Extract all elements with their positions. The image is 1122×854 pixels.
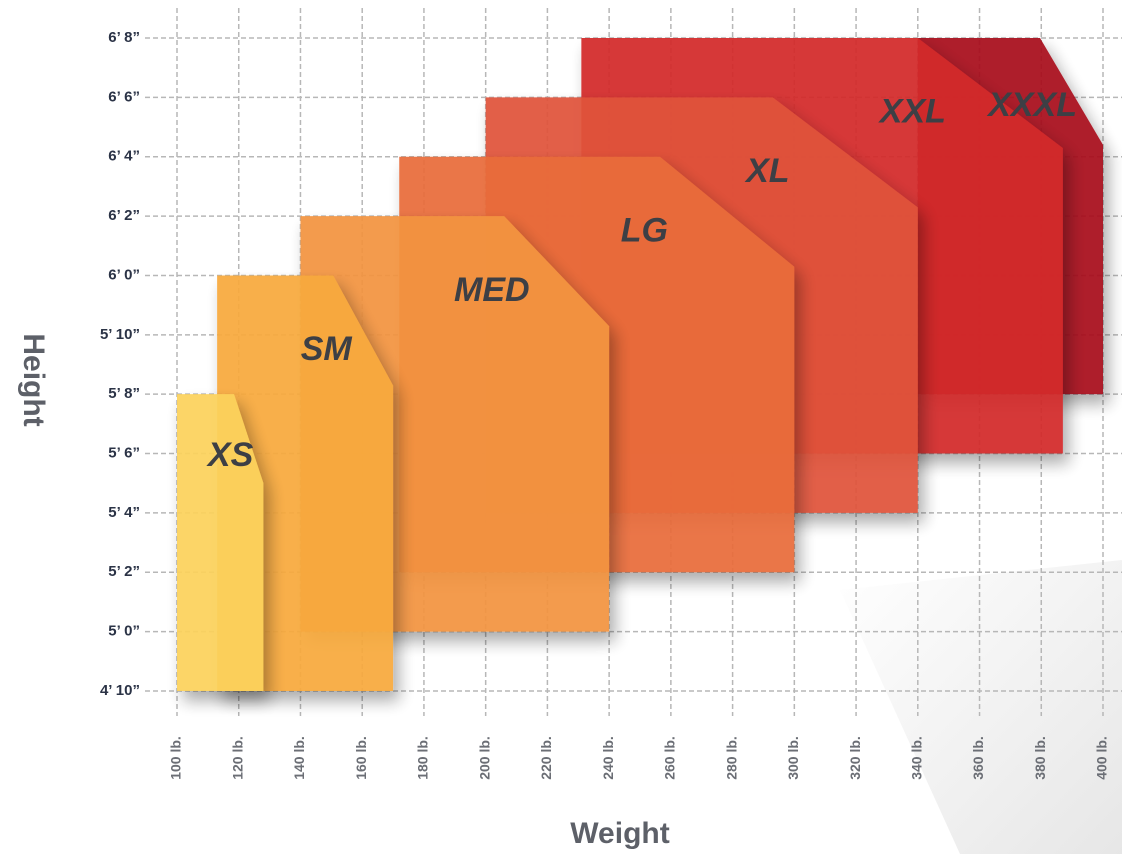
y-tick-label: 4’ 10” (100, 682, 140, 699)
background-shade (840, 560, 1122, 854)
size-label: XL (744, 152, 789, 190)
x-tick-label: 380 lb. (1032, 736, 1048, 780)
y-tick-label: 5’ 6” (108, 445, 140, 462)
size-label: LG (621, 211, 668, 249)
x-tick-label: 260 lb. (662, 736, 678, 780)
size-label: XXL (878, 93, 946, 131)
y-tick-label: 5’ 2” (108, 563, 140, 580)
x-tick-label: 100 lb. (168, 736, 184, 780)
y-tick-label: 6’ 6” (108, 88, 140, 105)
size-label: SM (301, 330, 353, 368)
size-region (177, 394, 264, 691)
size-label: XS (206, 436, 254, 474)
y-tick-label: 6’ 8” (108, 29, 140, 46)
x-tick-label: 240 lb. (600, 736, 616, 780)
size-label: XXXL (986, 86, 1077, 124)
x-tick-label: 160 lb. (353, 736, 369, 780)
x-tick-label: 360 lb. (970, 736, 986, 780)
x-tick-label: 140 lb. (291, 736, 307, 780)
x-tick-label: 200 lb. (476, 736, 492, 780)
regions (177, 38, 1103, 691)
y-tick-label: 6’ 0” (108, 266, 140, 283)
x-tick-label: 180 lb. (415, 736, 431, 780)
y-tick-label: 6’ 4” (108, 148, 140, 165)
x-tick-label: 280 lb. (723, 736, 739, 780)
y-tick-label: 5’ 0” (108, 623, 140, 640)
x-tick-label: 400 lb. (1094, 736, 1110, 780)
y-tick-label: 5’ 4” (108, 504, 140, 521)
x-tick-label: 220 lb. (538, 736, 554, 780)
y-axis-title: Height (17, 333, 50, 426)
y-tick-label: 6’ 2” (108, 207, 140, 224)
labels: XXXL XXL XL LG MED SM XS (206, 86, 1077, 474)
x-axis-title: Weight (570, 817, 669, 850)
y-tick-label: 5’ 10” (100, 326, 140, 343)
x-tick-label: 300 lb. (785, 736, 801, 780)
x-tick-label: 120 lb. (229, 736, 245, 780)
size-label: MED (454, 271, 530, 309)
x-tick-label: 320 lb. (847, 736, 863, 780)
x-tick-label: 340 lb. (909, 736, 925, 780)
y-tick-label: 5’ 8” (108, 385, 140, 402)
